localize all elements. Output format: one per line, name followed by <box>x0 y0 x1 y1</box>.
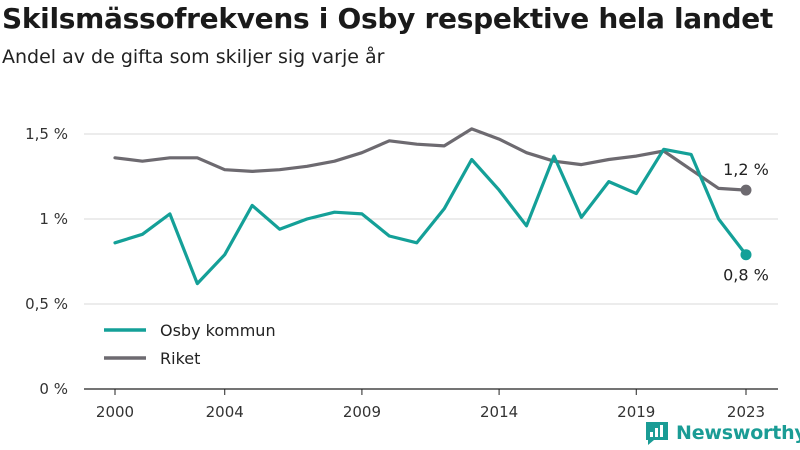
series-line-osby <box>113 147 748 286</box>
grid-lines <box>84 133 778 390</box>
y-tick-label: 1 % <box>39 210 68 228</box>
x-tick-label: 2009 <box>343 403 381 421</box>
x-tick-label: 2023 <box>727 403 765 421</box>
series-line-riket <box>113 127 748 192</box>
legend-label: Riket <box>160 349 200 368</box>
brand-name: Newsworthy <box>676 422 800 444</box>
series-end-label: 0,8 % <box>723 266 769 285</box>
chart-subtitle: Andel av de gifta som skiljer sig varje … <box>2 46 385 68</box>
series-lines <box>113 127 748 286</box>
x-axis-ticks: 2000 2004 2009 2014 2019 2023 <box>96 389 765 421</box>
x-tick-label: 2019 <box>617 403 655 421</box>
x-tick-label: 2000 <box>96 403 134 421</box>
legend: Osby kommun Riket <box>104 321 276 368</box>
series-end-label: 1,2 % <box>723 160 769 179</box>
x-tick-label: 2004 <box>206 403 244 421</box>
legend-label: Osby kommun <box>160 321 276 340</box>
chart-title: Skilsmässofrekvens i Osby respektive hel… <box>2 2 774 35</box>
series-end-point <box>740 249 752 261</box>
series-end-markers: 0,8 % 1,2 % <box>723 160 769 285</box>
newsworthy-logo-icon <box>646 422 668 445</box>
brand-logo: Newsworthy <box>644 420 800 446</box>
x-tick-label: 2014 <box>480 403 518 421</box>
y-axis-ticks: 0 % 0,5 % 1 % 1,5 % <box>25 125 68 398</box>
y-tick-label: 1,5 % <box>25 125 68 143</box>
y-tick-label: 0,5 % <box>25 295 68 313</box>
series-end-point <box>740 184 752 196</box>
y-tick-label: 0 % <box>39 380 68 398</box>
